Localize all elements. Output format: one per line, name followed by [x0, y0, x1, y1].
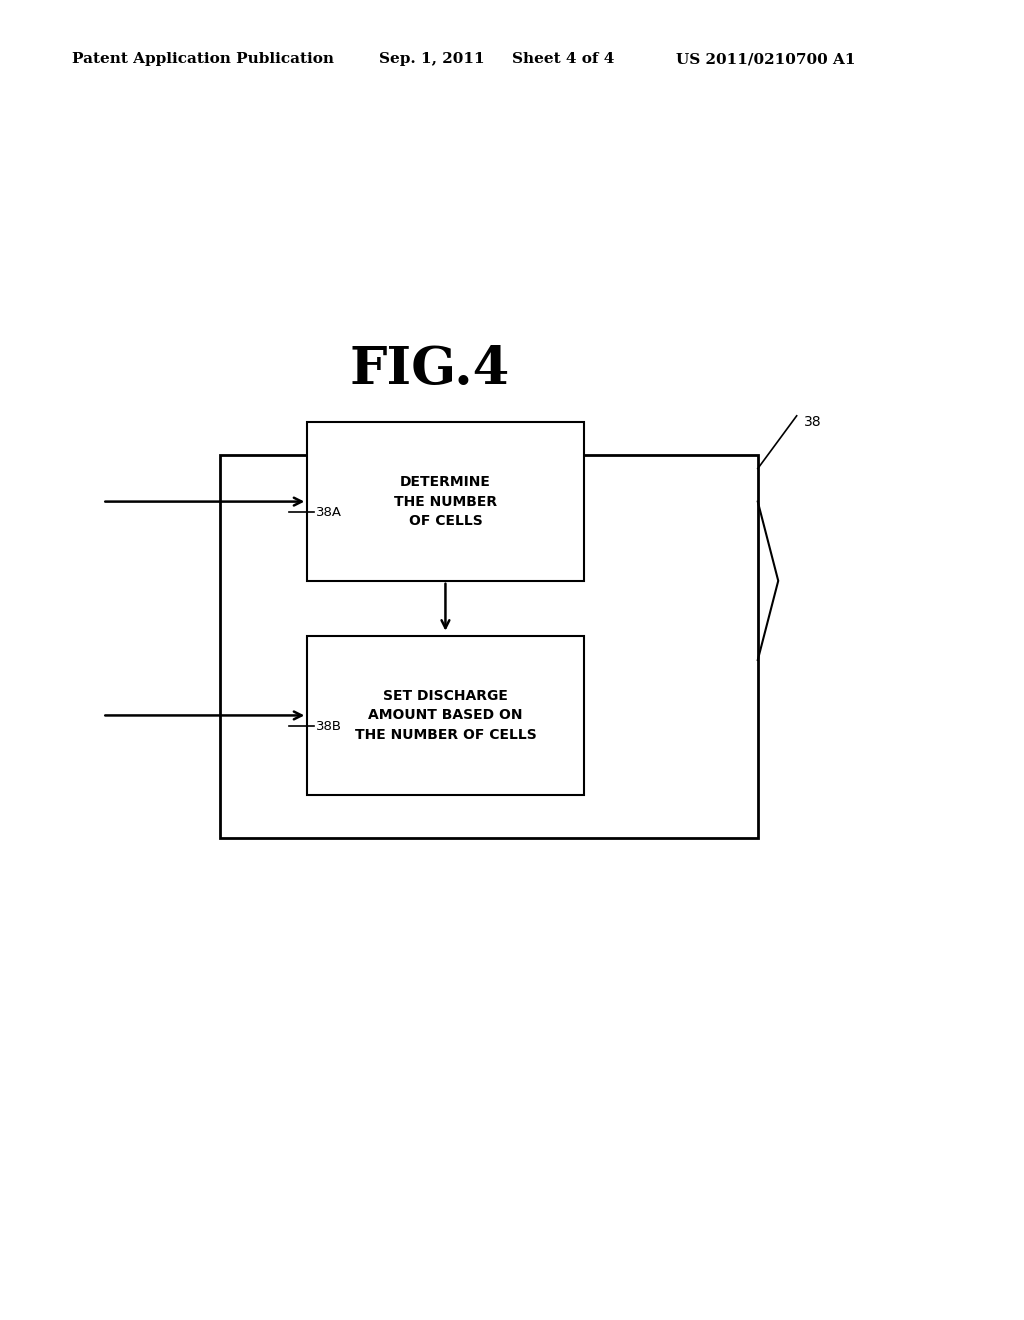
- Text: Sheet 4 of 4: Sheet 4 of 4: [512, 53, 614, 66]
- Text: Patent Application Publication: Patent Application Publication: [72, 53, 334, 66]
- Text: 38B: 38B: [316, 719, 342, 733]
- Text: FIG.4: FIG.4: [350, 345, 510, 395]
- Bar: [307, 636, 584, 795]
- Text: 38A: 38A: [316, 506, 342, 519]
- Text: SET DISCHARGE
AMOUNT BASED ON
THE NUMBER OF CELLS: SET DISCHARGE AMOUNT BASED ON THE NUMBER…: [354, 689, 537, 742]
- Text: US 2011/0210700 A1: US 2011/0210700 A1: [676, 53, 855, 66]
- Bar: [220, 455, 758, 838]
- Text: Sep. 1, 2011: Sep. 1, 2011: [379, 53, 484, 66]
- Text: 38: 38: [804, 416, 821, 429]
- Text: DETERMINE
THE NUMBER
OF CELLS: DETERMINE THE NUMBER OF CELLS: [394, 475, 497, 528]
- Bar: [307, 422, 584, 581]
